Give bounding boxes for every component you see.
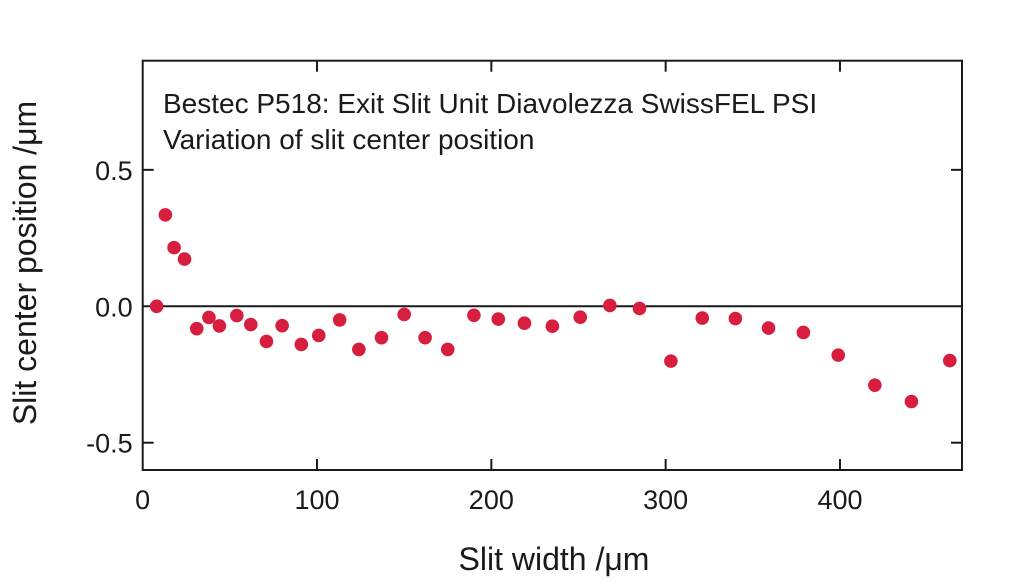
data-point — [942, 353, 957, 368]
x-tick-label: 100 — [294, 485, 339, 515]
data-point — [467, 308, 481, 323]
data-point — [728, 311, 743, 326]
chart-title-line2: Variation of slit center position — [163, 124, 534, 155]
data-points — [149, 208, 957, 409]
y-axis-label: Slit center position /μm — [7, 101, 43, 425]
data-point — [259, 334, 274, 349]
data-point — [374, 330, 389, 345]
data-point — [202, 310, 216, 325]
data-point — [149, 299, 164, 314]
data-point — [664, 354, 678, 368]
data-point — [212, 319, 227, 333]
data-point — [904, 394, 919, 409]
data-point — [397, 307, 411, 322]
x-tick-label: 200 — [469, 485, 514, 515]
data-point — [418, 330, 432, 345]
plot-area-border — [141, 59, 963, 471]
data-point — [275, 318, 289, 333]
data-point — [796, 325, 811, 340]
data-point — [332, 313, 347, 327]
data-point — [831, 348, 846, 362]
data-point — [761, 321, 776, 335]
data-point — [311, 328, 326, 343]
data-point — [491, 312, 506, 326]
x-tick-label: 400 — [817, 485, 862, 515]
data-point — [158, 208, 173, 222]
data-point — [603, 298, 617, 313]
x-tick-label: 0 — [135, 485, 150, 515]
x-tick-label: 300 — [643, 485, 688, 515]
data-point — [352, 342, 366, 357]
chart-title-line1: Bestec P518: Exit Slit Unit Diavolezza S… — [163, 88, 817, 119]
data-point — [189, 321, 204, 336]
data-point — [517, 316, 532, 330]
data-point — [440, 342, 455, 357]
data-point — [868, 378, 882, 392]
data-point — [632, 301, 647, 316]
data-point — [545, 319, 560, 333]
data-point — [167, 240, 181, 255]
data-point — [294, 337, 309, 352]
tick-marks — [142, 60, 962, 470]
y-tick-label: -0.5 — [86, 429, 133, 459]
y-tick-label: 0.5 — [95, 156, 133, 186]
x-axis-label: Slit width /μm — [459, 541, 650, 577]
x-tick-labels: 0 100 200 300 400 — [135, 485, 862, 515]
y-tick-labels: 0.5 0.0 -0.5 — [86, 156, 133, 459]
y-tick-label: 0.0 — [95, 292, 133, 322]
data-point — [695, 311, 710, 325]
data-point — [573, 310, 588, 324]
data-point — [177, 252, 192, 266]
data-point — [243, 317, 258, 332]
data-point — [230, 308, 244, 323]
